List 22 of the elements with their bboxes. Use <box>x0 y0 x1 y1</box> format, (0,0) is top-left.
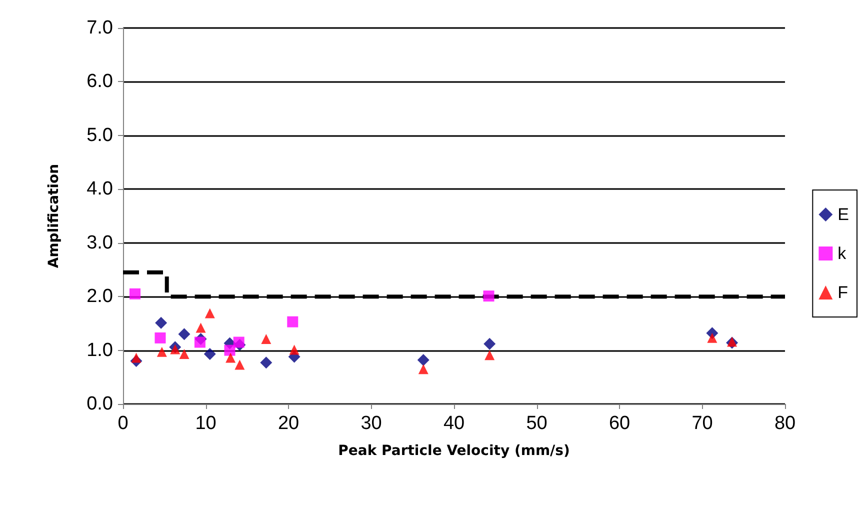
legend-label: k <box>838 244 847 263</box>
x-tick-label: 30 <box>360 413 382 434</box>
y-tick-label: 6.0 <box>86 71 113 92</box>
x-axis-title: Peak Particle Velocity (mm/s) <box>338 443 570 459</box>
x-tick-label: 70 <box>692 413 713 434</box>
x-tick-label: 40 <box>443 413 465 434</box>
x-tick-label: 80 <box>774 413 796 434</box>
y-tick-label: 7.0 <box>86 18 113 38</box>
x-tick-label: 60 <box>608 413 630 434</box>
x-tick-label: 10 <box>195 413 216 434</box>
y-tick-label: 0.0 <box>86 394 113 414</box>
x-tick-label: 0 <box>118 413 128 434</box>
y-tick-label: 2.0 <box>86 286 113 308</box>
y-axis-title: Amplification <box>46 164 62 268</box>
x-tick-label: 50 <box>526 413 548 434</box>
y-tick-label: 4.0 <box>86 178 113 200</box>
legend-label: E <box>838 205 850 224</box>
y-tick-label: 3.0 <box>86 232 113 254</box>
y-tick-label: 5.0 <box>86 124 113 146</box>
legend-label: F <box>838 283 848 302</box>
x-tick-label: 20 <box>278 413 300 434</box>
y-tick-label: 1.0 <box>86 340 113 361</box>
